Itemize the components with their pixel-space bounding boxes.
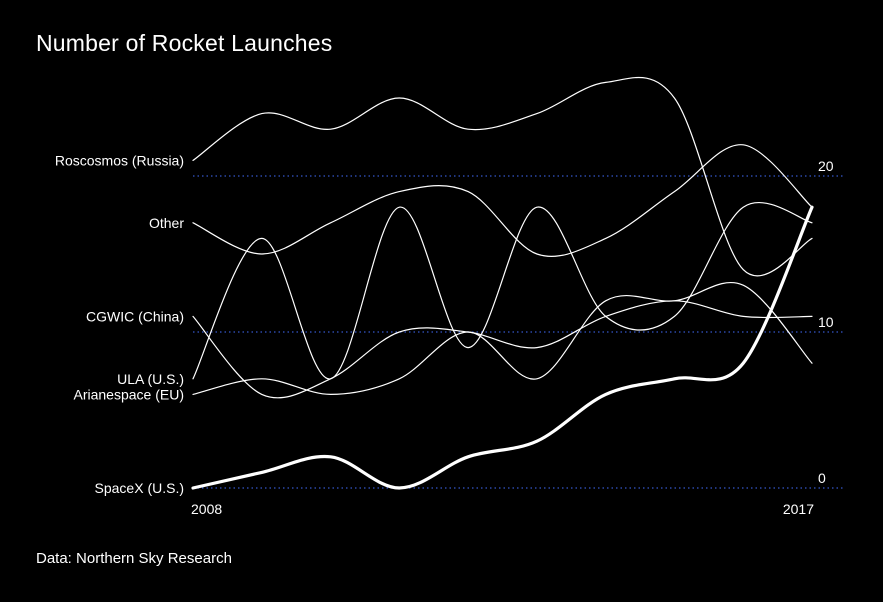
series-label-other: Other (149, 215, 184, 231)
series-line-spacex-u-s (191, 205, 814, 490)
source-note: Data: Northern Sky Research (36, 550, 232, 567)
x-tick-label-last: 2017 (783, 501, 814, 517)
series-label-arianespace-eu: Arianespace (EU) (74, 386, 185, 402)
series-line-ula-u-s (192, 201, 813, 380)
x-tick-label-first: 2008 (191, 501, 222, 517)
y-tick-label-10: 10 (818, 314, 834, 330)
y-tick-label-0: 0 (818, 470, 826, 486)
y-axis-ticks: 0 10 20 (818, 158, 834, 486)
series-labels: Roscosmos (Russia) Other CGWIC (China) ULA … (55, 152, 184, 496)
series-label-cgwic-china: CGWIC (China) (86, 308, 184, 324)
series-label-ula-u-s: ULA (U.S.) (117, 371, 184, 387)
chart-title: Number of Rocket Launches (36, 30, 333, 56)
gridlines (193, 175, 843, 489)
y-tick-label-20: 20 (818, 158, 834, 174)
series-line-roscosmos-russia (192, 76, 813, 277)
series-line-other (192, 144, 813, 257)
series-line-cgwic-china (192, 300, 813, 399)
series-lines (191, 76, 814, 490)
series-label-spacex-u-s: SpaceX (U.S.) (95, 480, 184, 496)
series-label-roscosmos-russia: Roscosmos (Russia) (55, 152, 184, 168)
series-line-arianespace-eu (192, 281, 813, 396)
x-axis-ticks: 2008 2017 (191, 501, 814, 517)
